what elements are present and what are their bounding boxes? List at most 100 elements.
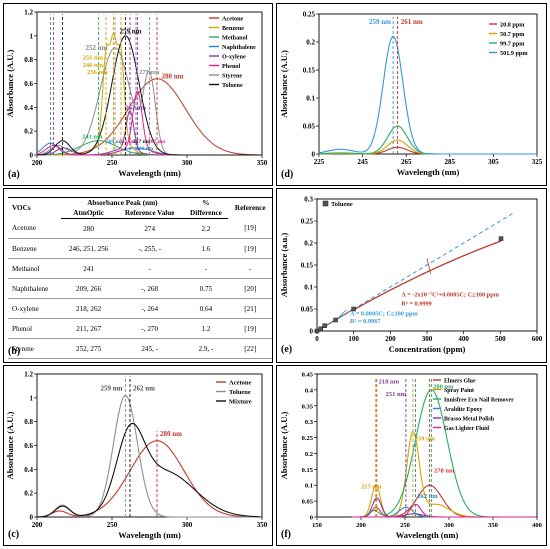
legend-entry: Mixture <box>229 399 252 406</box>
chart-c: 200 250 300 350 0 0.2 0.4 0.6 0.8 1 1.2 Wavelength … <box>5 371 268 541</box>
annotation: A = -2x10⁻⁷C²+0.0005C; C≥100 ppm <box>401 292 499 299</box>
header-peak: Absorbance Peak (nm) <box>61 197 184 208</box>
table-row: Styrene 252, 275 245, -2.9, - [22] <box>8 338 272 359</box>
chart-a: 200 250 300 350 0 0.2 0.4 0.6 0.8 1 1.2 Wavelength … <box>5 9 268 179</box>
panel-f: 150 200 250 300 350 400 0 0.05 0.1 0.15 0.2 0.25 0.3… <box>276 365 547 546</box>
series-mixture <box>36 422 260 518</box>
data-point <box>322 323 327 328</box>
panel-c: 200 250 300 350 0 0.2 0.4 0.6 0.8 1 1.2 Wavelength … <box>3 365 273 546</box>
y-tick-label: 0.45 <box>302 372 314 379</box>
annotation: 252 nm <box>86 44 108 52</box>
table-cell-atmoptic: 211, 267 <box>61 318 117 339</box>
legend-entry: Spray Paint <box>444 388 474 394</box>
legend-entry: Gas Lighter Fluid <box>444 426 490 432</box>
x-tick-label: 285 <box>445 158 456 166</box>
table-cell-ref-value: - <box>116 258 184 279</box>
data-point <box>333 317 338 323</box>
table-row: Phenol 211, 267 -, 270 1.2 [19] <box>8 318 272 339</box>
x-tick-label: 245 <box>357 158 368 166</box>
table-cell-difference: - <box>183 258 229 279</box>
series-501.9-ppm <box>318 35 537 155</box>
header-diff-bottom: Difference <box>183 208 229 219</box>
panel-label-b: (b) <box>8 346 21 357</box>
y-tick-label: 0.3 <box>305 419 314 426</box>
y-tick-label: 0 <box>310 328 314 336</box>
y-tick-label: 0.4 <box>24 104 33 112</box>
x-tick-label: 250 <box>400 522 410 529</box>
y-tick-label: 0.15 <box>302 467 314 474</box>
x-tick-label: 350 <box>257 159 268 167</box>
x-tick-label: 500 <box>495 335 506 343</box>
x-tick-label: 350 <box>257 521 268 529</box>
table-cell-difference: 0.75 <box>183 278 229 299</box>
y-tick-label: 0.6 <box>24 442 33 450</box>
x-axis-label: Wavelength (nm) <box>118 530 181 540</box>
legend-entry: O-xylene <box>222 54 246 61</box>
series-acetone <box>36 440 260 518</box>
table-cell-atmoptic: 241 <box>61 258 117 279</box>
legend-entry: 501.9 ppm <box>500 50 528 57</box>
x-tick-label: 400 <box>532 522 542 529</box>
legend-entry: Benzene <box>222 25 244 32</box>
legend-entry: Innisfree Eco Nail Remover <box>444 398 514 404</box>
table-cell-voc: Styrene <box>8 338 62 359</box>
table-cell-voc: Benzene <box>8 238 62 259</box>
legend-entry: Brasso Metal Polish <box>444 417 495 423</box>
y-tick-label: 0.6 <box>24 80 33 88</box>
table-cell-ref-value: -, 255, - <box>116 238 184 259</box>
annotation: 259 nm <box>120 27 142 35</box>
legend-entry: Phenol <box>222 63 241 70</box>
x-tick-label: 265 <box>401 158 412 166</box>
series-benzene <box>37 32 259 156</box>
y-axis-label: Absorbance (A.U.) <box>279 411 289 479</box>
x-tick-label: 305 <box>488 158 499 166</box>
annotation: 259 nm <box>415 436 436 443</box>
header-atmoptic: AtmOptic <box>61 208 117 219</box>
y-tick-label: 0.05 <box>302 499 314 506</box>
x-axis-label: Wavelength (nm) <box>397 167 460 177</box>
legend-entry: Acetone <box>222 16 244 23</box>
annotation: 251 nm <box>83 55 104 62</box>
y-tick-label: 1 <box>30 394 34 402</box>
header-ref-value: Reference Value <box>116 208 184 219</box>
x-tick-label: 100 <box>348 335 359 343</box>
x-tick-label: 200 <box>356 522 366 529</box>
header-voc: VOCs <box>8 197 62 219</box>
legend-entry: Naphthalene <box>222 44 256 51</box>
x-tick-label: 225 <box>314 158 325 166</box>
x-tick-label: 150 <box>312 522 322 529</box>
y-axis-label: Absorbance (a.u.) <box>279 233 289 298</box>
x-tick-label: 400 <box>458 335 469 343</box>
x-tick-label: 325 <box>532 158 543 166</box>
annotation: 262 nm <box>417 493 438 500</box>
panel-e: 0 100 200 300 400 500 600 0 0.05 0.1 0.15 0.2 0.25 0.… <box>276 188 547 363</box>
header-diff-top: % <box>183 197 229 208</box>
data-point <box>318 326 323 332</box>
y-tick-label: 0.1 <box>305 483 313 490</box>
y-tick-label: 0.35 <box>302 403 314 410</box>
legend-entry: 20.8 ppm <box>500 22 525 29</box>
panel-b: VOCs Absorbance Peak (nm) % Reference At… <box>3 188 273 379</box>
table-cell-atmoptic: 246, 251, 256 <box>61 238 117 259</box>
annotation: 275 nm <box>139 69 160 76</box>
voc-table: VOCs Absorbance Peak (nm) % Reference At… <box>8 197 272 379</box>
y-tick-label: 0.25 <box>301 218 314 226</box>
table-cell-difference: 2.9, - <box>183 338 229 359</box>
chart-e: 0 100 200 300 400 500 600 0 0.05 0.1 0.15 0.2 0.25 0.… <box>279 196 543 355</box>
table-cell-difference: 0.64 <box>183 298 229 319</box>
panel-label-e: (e) <box>281 344 293 355</box>
y-tick-label: 0.2 <box>305 451 313 458</box>
table-cell-atmoptic: 280 <box>61 218 117 239</box>
table-cell-voc: Methanol <box>8 258 62 279</box>
legend-entry: Araldite Epoxy <box>444 407 483 413</box>
panel-d: 225 245 265 285 305 325 0 0.05 0.1 0.15 0.2 0.25 Wav… <box>276 3 547 186</box>
annotation: 262 nm <box>126 105 147 112</box>
data-point <box>314 328 320 334</box>
table-cell-atmoptic: 218, 262 <box>61 298 117 319</box>
x-tick-label: 200 <box>32 521 43 529</box>
annotation: 218 nm <box>379 379 400 386</box>
x-tick-label: 300 <box>422 335 433 343</box>
x-axis-label: Wavelength (nm) <box>396 530 459 540</box>
legend-entry: Methanol <box>222 35 248 42</box>
x-axis-label: Concentration (ppm) <box>389 344 466 354</box>
